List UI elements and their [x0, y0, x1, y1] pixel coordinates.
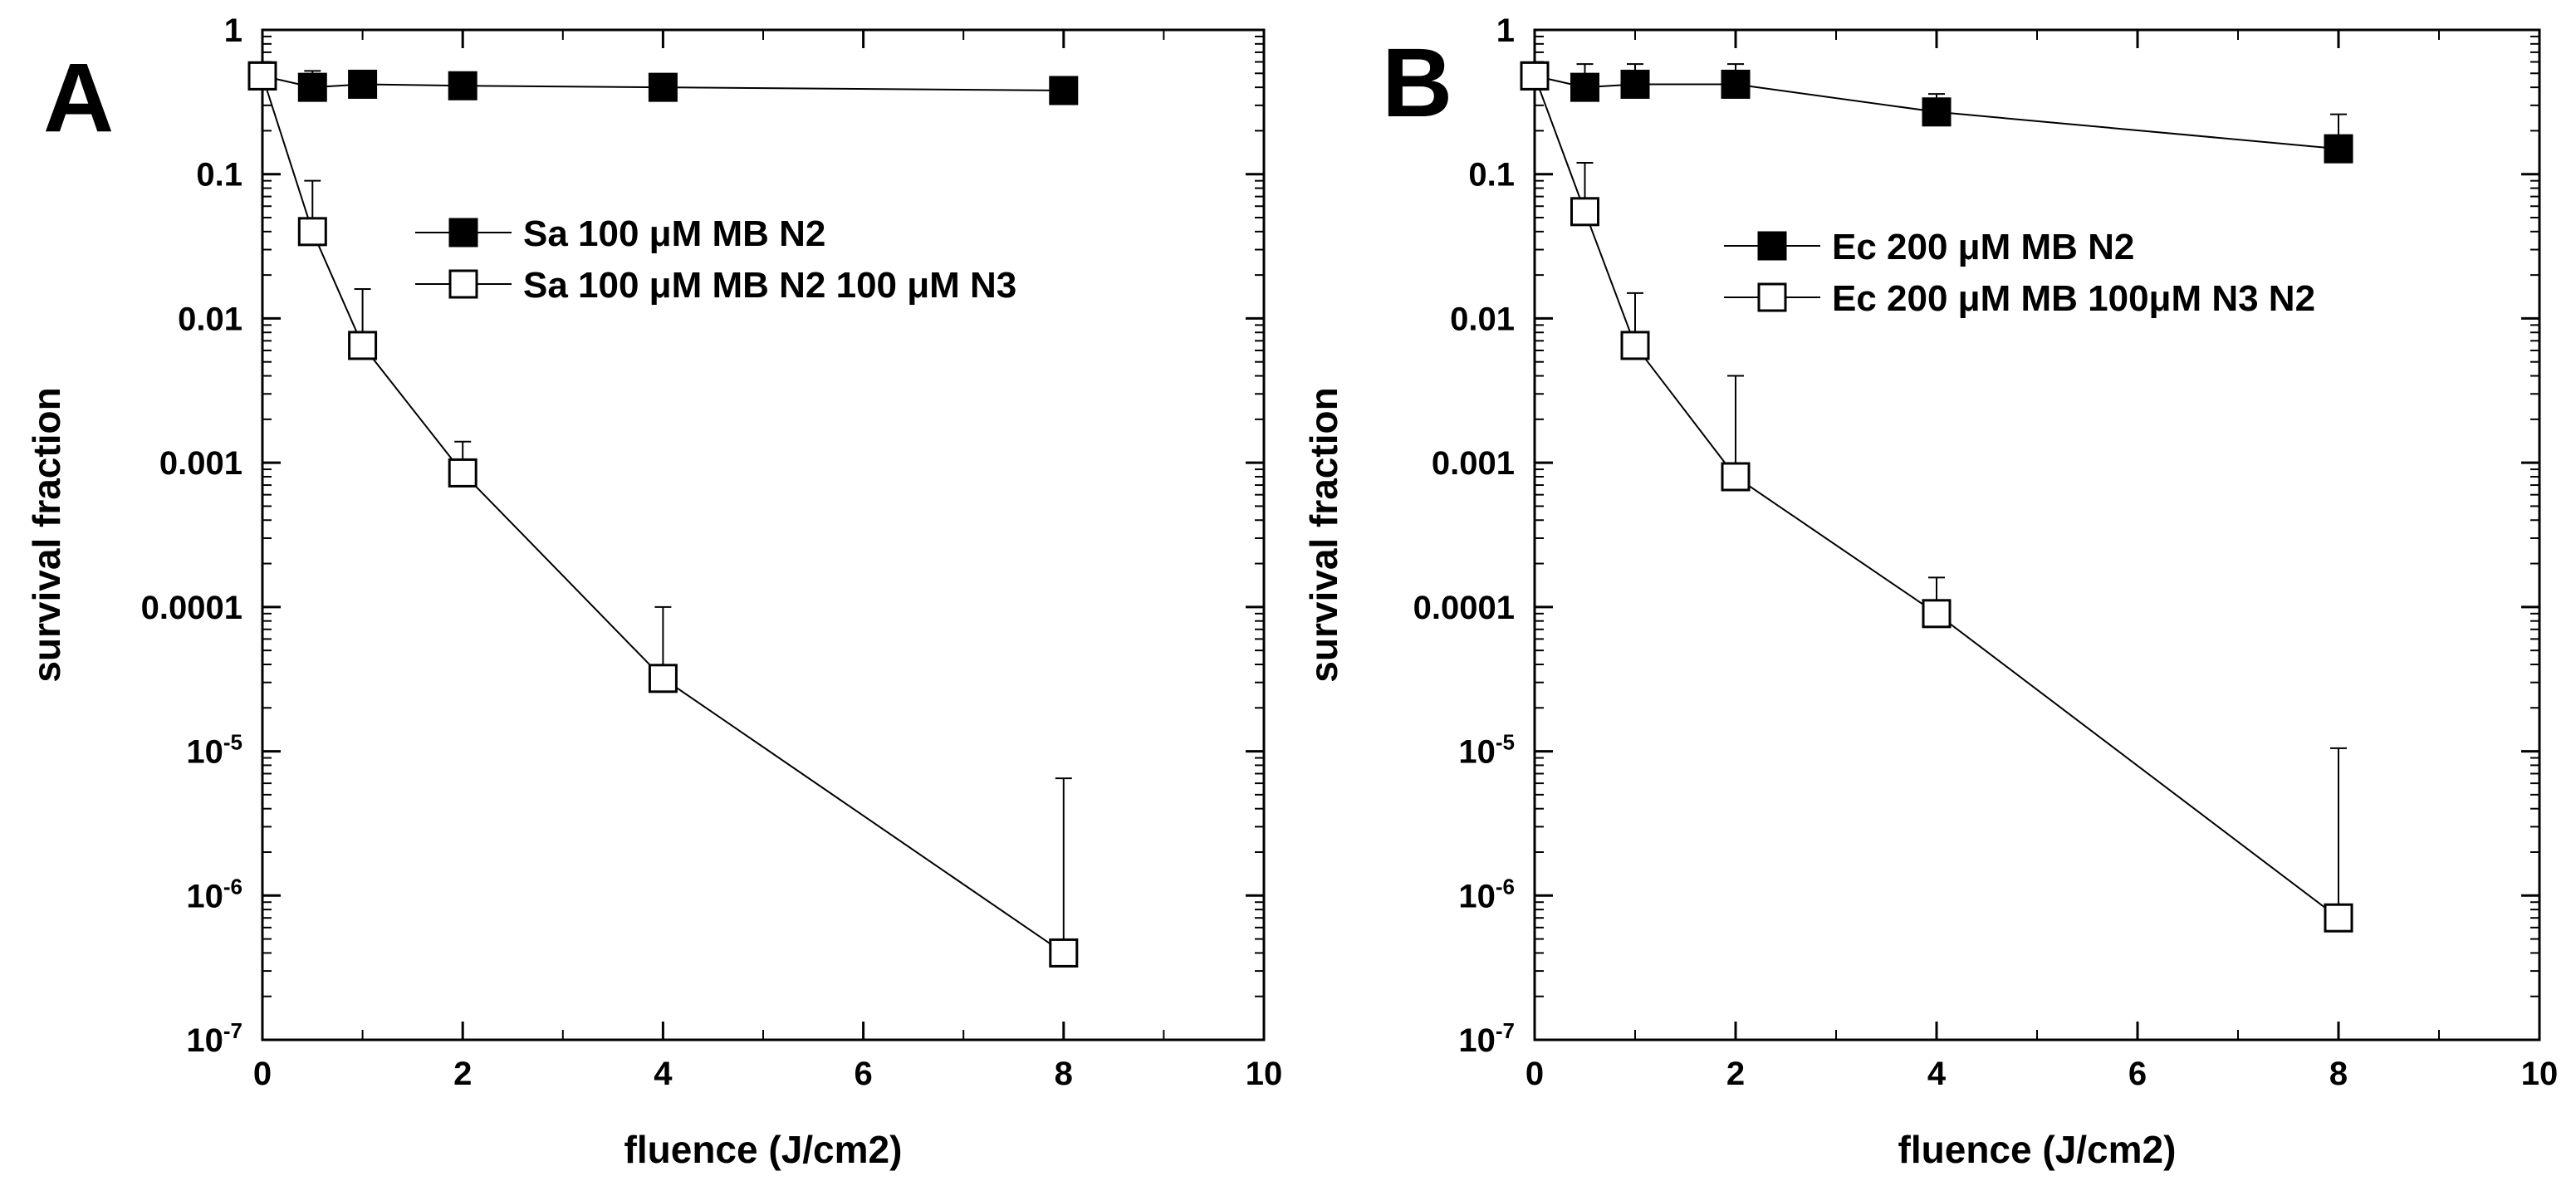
y-tick-exponent: -6 [223, 874, 242, 899]
x-tick-label: 10 [1246, 1056, 1283, 1092]
y-tick-label: 10-6 [1458, 874, 1515, 914]
data-point [1721, 69, 1751, 99]
x-tick-label: 0 [1526, 1056, 1544, 1092]
data-point [2324, 134, 2353, 164]
plot-frame [261, 28, 1266, 1041]
plot-frame [1533, 28, 2541, 1041]
series-line [1534, 76, 2339, 919]
y-tick-label: 1 [1496, 12, 1515, 49]
x-tick-label: 0 [253, 1056, 272, 1092]
y-tick-exponent: -5 [223, 730, 242, 755]
data-point [448, 458, 477, 488]
y-tick-label: 0.0001 [141, 590, 242, 626]
y-tick-label: 0.1 [1468, 157, 1515, 194]
x-axis-title: fluence (J/cm2) [1898, 1128, 2177, 1171]
data-point [648, 664, 678, 693]
data-point [1620, 69, 1650, 99]
y-axis-title: survival fraction [1302, 387, 1345, 682]
y-tick-label: 10-6 [186, 874, 242, 914]
y-tick-exponent: -6 [1496, 874, 1515, 899]
data-point [348, 69, 378, 99]
y-tick-label: 10-7 [1458, 1018, 1515, 1059]
legend-label: Sa 100 μM MB N2 100 μM N3 [523, 265, 1016, 306]
series-filled: Sa 100 μM MB N2 [247, 61, 1079, 254]
x-tick-label: 8 [2329, 1056, 2348, 1092]
y-axis-title: survival fraction [25, 387, 68, 682]
data-point [448, 71, 477, 100]
legend-marker [1757, 282, 1787, 312]
y-tick-label: 10-5 [186, 730, 242, 771]
data-point [1570, 197, 1599, 227]
legend-label: Ec 200 μM MB 100μM N3 N2 [1832, 278, 2315, 319]
y-tick-label: 0.001 [159, 445, 242, 482]
legend-marker [448, 218, 478, 247]
series-line [262, 76, 1065, 954]
data-point [1721, 462, 1751, 492]
data-point [247, 61, 277, 91]
data-point [1620, 331, 1650, 360]
y-tick-label: 1 [224, 12, 242, 49]
y-tick-label: 0.01 [1450, 301, 1515, 337]
x-tick-label: 2 [453, 1056, 472, 1092]
data-point [2324, 903, 2353, 933]
y-tick-exponent: -7 [1496, 1018, 1515, 1043]
y-tick-label: 10-7 [186, 1018, 242, 1059]
data-point [348, 331, 378, 360]
data-point [1049, 938, 1079, 968]
data-point [1520, 61, 1550, 91]
series-open: Sa 100 μM MB N2 100 μM N3 [247, 61, 1079, 968]
chart-panel-a: A0 2 4 6 8 1010.10.010.0010.000110-510-610-7f… [25, 12, 1282, 1171]
x-tick-label: 6 [2128, 1056, 2147, 1092]
y-tick-label: 0.1 [196, 157, 242, 194]
legend-label: Sa 100 μM MB N2 [523, 213, 825, 254]
legend-marker [448, 269, 478, 299]
x-tick-label: 4 [654, 1056, 673, 1092]
y-tick-exponent: -5 [1496, 730, 1515, 755]
panel-letter: B [1382, 28, 1452, 138]
data-point [1922, 599, 1952, 629]
y-tick-label: 10-5 [1458, 730, 1515, 771]
chart-panel-b: B0 2 4 6 8 1010.10.010.0010.000110-510-610-7f… [1302, 12, 2558, 1171]
y-tick-base: 10 [186, 878, 223, 914]
series-filled: Ec 200 μM MB N2 [1520, 61, 2353, 267]
data-point [1049, 76, 1079, 105]
y-tick-exponent: -7 [223, 1018, 242, 1043]
x-axis-title: fluence (J/cm2) [624, 1128, 903, 1171]
x-tick-label: 10 [2521, 1056, 2559, 1092]
y-tick-base: 10 [1458, 878, 1496, 914]
x-tick-label: 4 [1927, 1056, 1947, 1092]
legend-marker [1757, 231, 1787, 261]
y-tick-label: 0.01 [178, 301, 242, 337]
legend-label: Ec 200 μM MB N2 [1832, 227, 2134, 267]
y-tick-base: 10 [186, 734, 223, 771]
data-point [1570, 72, 1599, 102]
data-point [297, 217, 327, 247]
y-tick-base: 10 [186, 1022, 223, 1059]
y-tick-base: 10 [1458, 1022, 1496, 1059]
y-tick-base: 10 [1458, 734, 1496, 771]
data-point [648, 72, 678, 102]
panel-letter: A [43, 43, 114, 153]
series-open: Ec 200 μM MB 100μM N3 N2 [1520, 61, 2353, 933]
y-tick-label: 0.0001 [1413, 590, 1515, 626]
x-tick-label: 8 [1055, 1056, 1073, 1092]
data-point [1922, 97, 1952, 127]
x-tick-label: 2 [1726, 1056, 1745, 1092]
data-point [297, 72, 327, 102]
x-tick-label: 6 [854, 1056, 872, 1092]
y-tick-label: 0.001 [1432, 445, 1515, 482]
